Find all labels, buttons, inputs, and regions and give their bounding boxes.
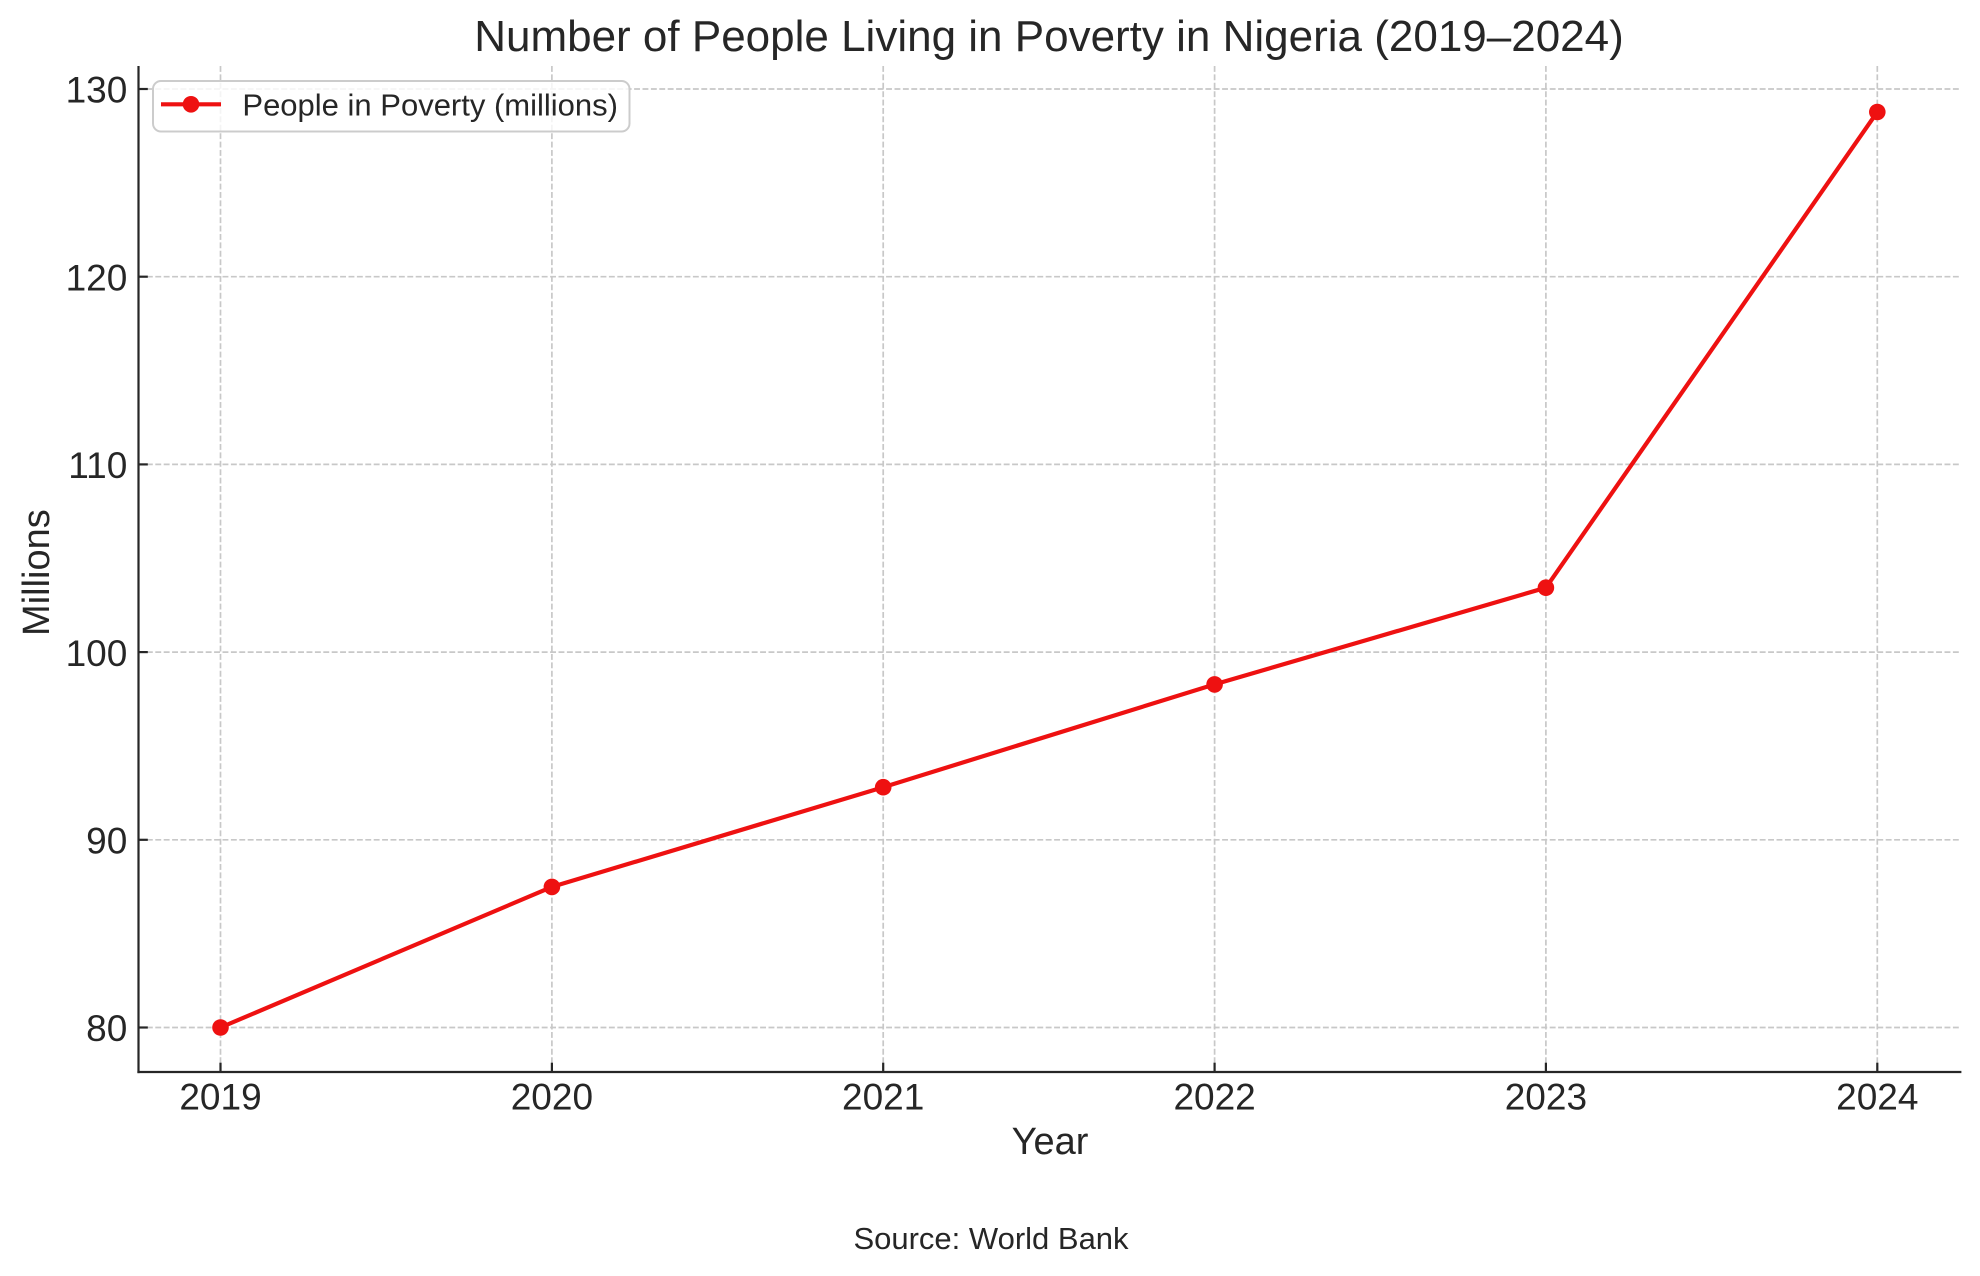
svg-text:2020: 2020 bbox=[511, 1077, 593, 1118]
svg-text:80: 80 bbox=[86, 1008, 127, 1049]
svg-text:2022: 2022 bbox=[1173, 1077, 1255, 1118]
svg-text:2021: 2021 bbox=[842, 1077, 924, 1118]
svg-text:100: 100 bbox=[66, 633, 128, 674]
svg-text:120: 120 bbox=[66, 257, 128, 298]
svg-text:110: 110 bbox=[68, 445, 127, 486]
svg-text:People in Poverty (millions): People in Poverty (millions) bbox=[242, 88, 618, 123]
svg-text:2024: 2024 bbox=[1836, 1077, 1918, 1118]
svg-text:Source: World Bank: Source: World Bank bbox=[853, 1221, 1129, 1256]
svg-text:Year: Year bbox=[1012, 1121, 1089, 1163]
svg-text:Number of People Living in Pov: Number of People Living in Poverty in Ni… bbox=[474, 12, 1624, 61]
svg-text:130: 130 bbox=[66, 70, 128, 111]
svg-text:Millions: Millions bbox=[16, 509, 58, 636]
svg-text:2019: 2019 bbox=[179, 1077, 261, 1118]
svg-text:2023: 2023 bbox=[1505, 1077, 1587, 1118]
svg-text:90: 90 bbox=[86, 821, 127, 862]
